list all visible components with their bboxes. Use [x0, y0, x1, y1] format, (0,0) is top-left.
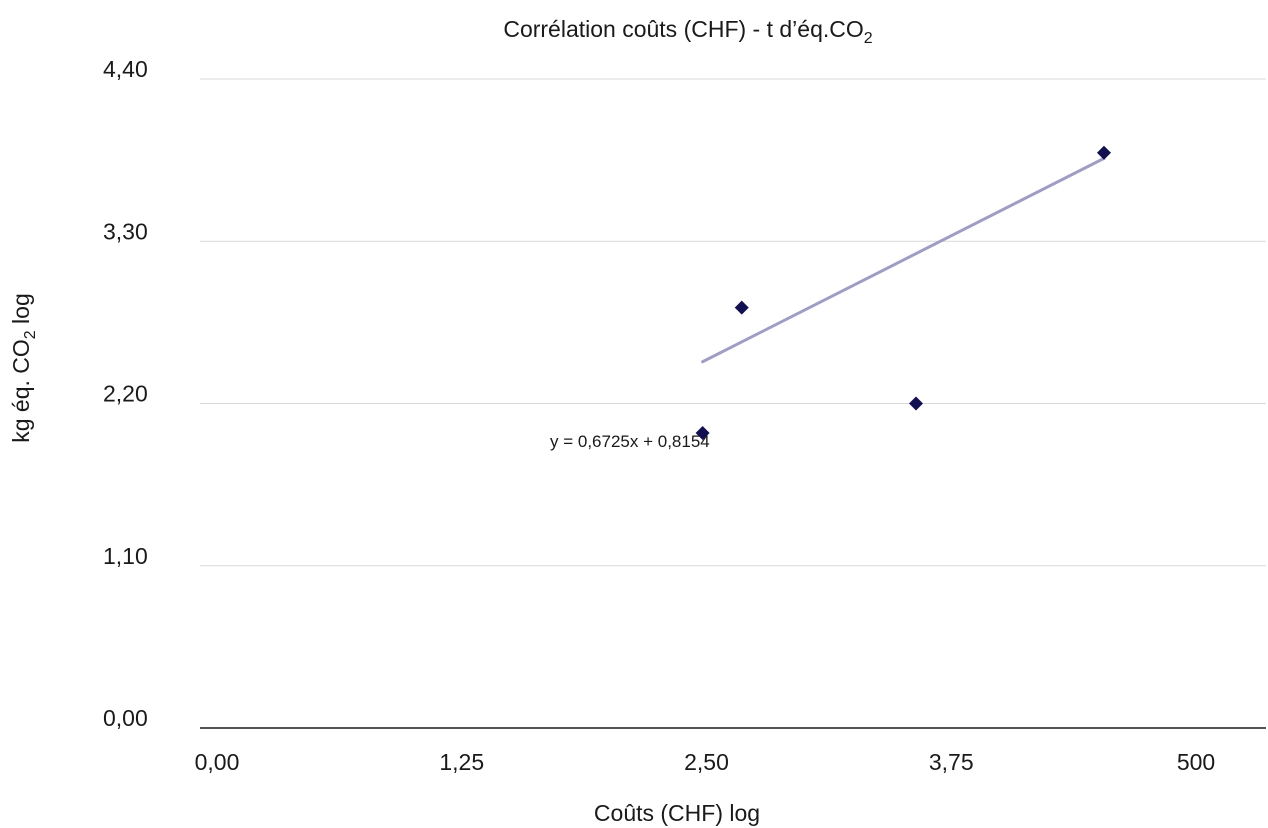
- tick-labels: 0,00 1,10 2,20 3,30 4,40 0,00 1,25 2,50 3,75 500: [103, 56, 1215, 775]
- chart-title: Corrélation coûts (CHF) - t d’éq.CO2: [503, 16, 872, 47]
- x-axis-title: Coûts (CHF) log: [594, 800, 760, 826]
- x-tick-label: 0,00: [195, 749, 240, 775]
- trendline-group: [701, 156, 1106, 364]
- data-point: [1096, 145, 1111, 160]
- x-tick-label: 3,75: [929, 749, 974, 775]
- y-tick-label: 2,20: [103, 381, 148, 407]
- trendline-equation: y = 0,6725x + 0,8154: [550, 432, 710, 451]
- x-tick-label: 1,25: [439, 749, 484, 775]
- x-tick-label: 500: [1177, 749, 1215, 775]
- trendline: [701, 156, 1106, 364]
- y-tick-label: 0,00: [103, 705, 148, 731]
- y-tick-label: 3,30: [103, 218, 148, 244]
- gridlines: [200, 78, 1266, 567]
- data-points: [695, 145, 1111, 440]
- y-tick-label: 1,10: [103, 543, 148, 569]
- data-point: [695, 426, 710, 440]
- data-point: [909, 396, 924, 411]
- data-point: [734, 300, 749, 315]
- x-tick-label: 2,50: [684, 749, 729, 775]
- y-tick-label: 4,40: [103, 56, 148, 82]
- y-axis-title: kg éq. CO2 log: [8, 293, 39, 443]
